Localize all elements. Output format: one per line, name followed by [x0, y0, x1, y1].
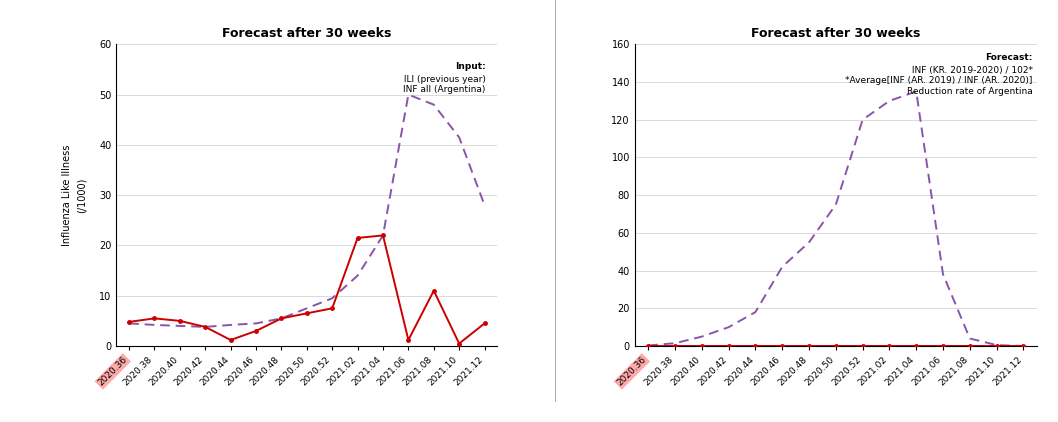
Text: Forecast:: Forecast:: [985, 53, 1033, 62]
Text: ILI (previous year)
INF all (Argentina): ILI (previous year) INF all (Argentina): [401, 75, 486, 94]
Text: Input:: Input:: [455, 62, 486, 71]
Text: Influenza Like Illness: Influenza Like Illness: [61, 144, 72, 246]
Title: Forecast after 30 weeks: Forecast after 30 weeks: [222, 27, 391, 41]
Title: Forecast after 30 weeks: Forecast after 30 weeks: [751, 27, 920, 41]
Text: INF (KR. 2019-2020) / 102*
*Average[INF (AR. 2019) / INF (AR. 2020)]
Reduction r: INF (KR. 2019-2020) / 102* *Average[INF …: [845, 66, 1033, 96]
Text: Influenza like illness: Influenza like illness: [209, 11, 362, 24]
Text: (/1000): (/1000): [77, 178, 87, 213]
Text: Influenza virus: Influenza virus: [764, 11, 876, 24]
